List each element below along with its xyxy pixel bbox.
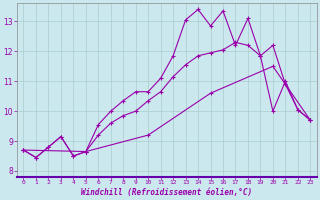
X-axis label: Windchill (Refroidissement éolien,°C): Windchill (Refroidissement éolien,°C) (81, 188, 252, 197)
